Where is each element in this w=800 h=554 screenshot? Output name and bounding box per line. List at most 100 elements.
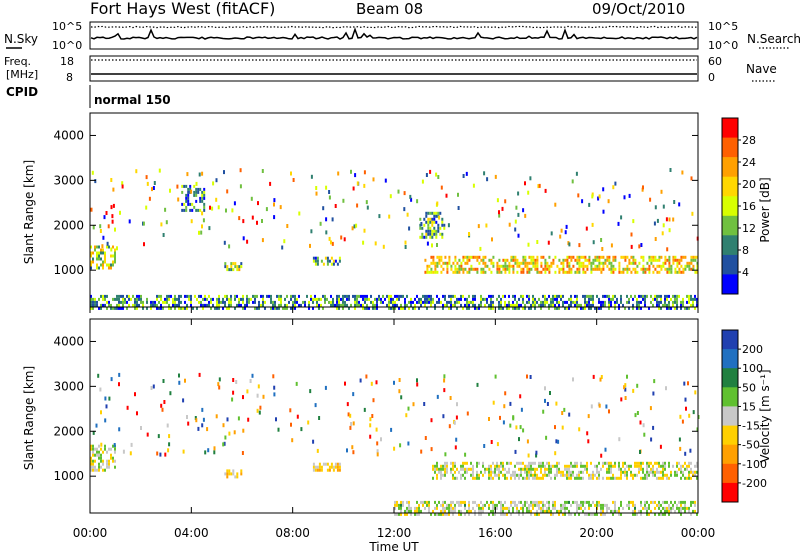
freq-unit-label: [MHz] [6, 68, 38, 81]
scatter-cell [273, 392, 276, 397]
scatter-cell [518, 303, 520, 307]
scatter-cell [502, 420, 505, 425]
scatter-cell [376, 297, 378, 301]
scatter-cell [197, 187, 200, 191]
scatter-cell [654, 512, 656, 516]
scatter-cell [686, 476, 688, 480]
scatter-cell [678, 258, 681, 262]
scatter-cell [148, 196, 151, 201]
scatter-cell [404, 303, 406, 307]
scatter-cell [642, 423, 645, 428]
scatter-cell [242, 297, 244, 301]
scatter-cell [204, 303, 206, 307]
scatter-cell [162, 379, 165, 383]
scatter-cell [468, 512, 470, 516]
scatter-cell [546, 261, 549, 265]
scatter-cell [528, 300, 530, 304]
scatter-cell [460, 509, 462, 513]
scatter-cell [249, 379, 252, 383]
scatter-cell [342, 300, 344, 304]
scatter-cell [429, 232, 432, 236]
scatter-cell [658, 464, 660, 468]
scatter-cell [520, 407, 523, 412]
scatter-cell [336, 462, 339, 466]
scatter-cell [542, 267, 545, 271]
scatter-cell [526, 467, 528, 471]
scatter-cell [604, 447, 607, 452]
scatter-cell [624, 470, 626, 474]
scatter-cell [620, 300, 622, 304]
scatter-cell [100, 459, 102, 463]
scatter-cell [438, 470, 440, 474]
scatter-cell [444, 500, 446, 504]
scatter-cell [490, 297, 492, 301]
scatter-cell [610, 470, 612, 474]
scatter-cell [307, 420, 310, 425]
scatter-cell [490, 258, 493, 262]
scatter-cell [450, 297, 452, 301]
scatter-cell [460, 473, 462, 477]
scatter-cell [482, 503, 484, 507]
scatter-cell [652, 467, 654, 471]
scatter-cell [658, 306, 660, 310]
scatter-cell [522, 208, 525, 213]
scatter-cell [586, 470, 588, 474]
scatter-cell [348, 306, 350, 310]
scatter-cell [546, 506, 548, 510]
scatter-cell [478, 506, 480, 510]
scatter-cell [254, 297, 256, 301]
scatter-cell [201, 211, 204, 216]
scatter-cell [114, 227, 116, 232]
scatter-cell [642, 506, 644, 510]
scatter-cell [94, 303, 96, 307]
scatter-cell [568, 306, 570, 310]
scatter-cell [514, 503, 516, 507]
scatter-cell [98, 251, 100, 255]
scatter-cell [94, 459, 96, 463]
scatter-cell [518, 500, 520, 504]
scatter-cell [292, 303, 294, 307]
scatter-cell [690, 255, 693, 259]
scatter-cell [94, 300, 96, 304]
scatter-cell [410, 303, 412, 307]
scatter-cell [240, 265, 243, 269]
y-tick-label: 3000 [53, 379, 84, 393]
scatter-cell [274, 300, 276, 304]
scatter-cell [564, 509, 566, 513]
scatter-cell [114, 459, 116, 463]
scatter-cell [218, 377, 221, 382]
scatter-cell [624, 396, 627, 400]
scatter-cell [460, 476, 462, 480]
scatter-cell [406, 303, 408, 307]
scatter-cell [534, 473, 536, 477]
scatter-cell [530, 503, 532, 507]
scatter-cell [240, 303, 242, 307]
scatter-cell [650, 300, 652, 304]
scatter-cell [490, 509, 492, 513]
scatter-cell [508, 222, 511, 227]
scatter-cell [96, 450, 98, 454]
scatter-cell [588, 258, 591, 262]
scatter-cell [414, 506, 416, 510]
freq-tick-bottom: 8 [66, 71, 73, 84]
scatter-cell [384, 178, 387, 183]
scatter-cell [634, 473, 636, 477]
scatter-cell [590, 261, 593, 265]
scatter-cell [210, 306, 212, 310]
scatter-cell [496, 467, 498, 471]
scatter-cell [442, 267, 445, 271]
scatter-cell [571, 179, 574, 184]
scatter-cell [580, 306, 582, 310]
scatter-cell [678, 202, 681, 207]
scatter-cell [312, 306, 314, 310]
scatter-cell [444, 261, 447, 265]
scatter-cell [597, 196, 600, 201]
scatter-cell [562, 303, 564, 307]
scatter-cell [528, 306, 530, 310]
scatter-cell [518, 509, 520, 513]
scatter-cell [468, 232, 470, 236]
scatter-cell [185, 208, 188, 212]
scatter-cell [526, 261, 529, 265]
scatter-cell [452, 509, 454, 513]
scatter-cell [314, 465, 317, 469]
